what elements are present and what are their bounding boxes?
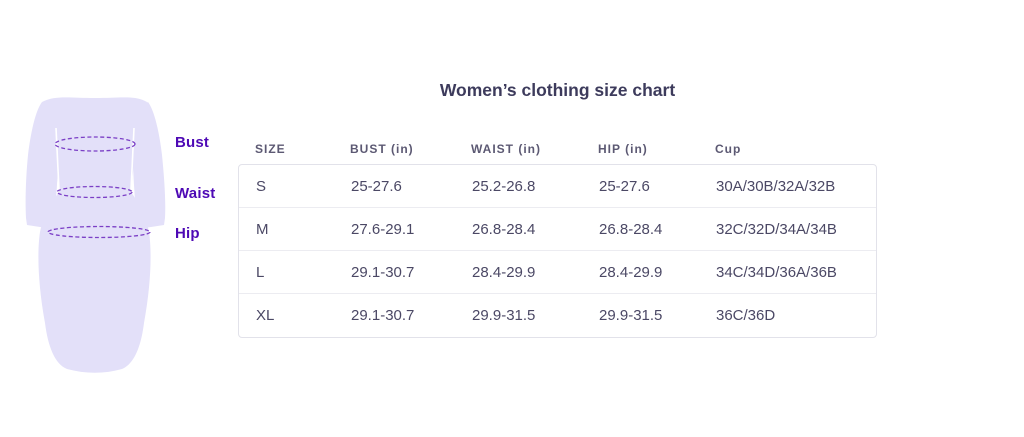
- cell-size: S: [256, 177, 267, 195]
- table-row-s: S 25-27.6 25.2-26.8 25-27.6 30A/30B/32A/…: [239, 165, 876, 208]
- cell-waist: 28.4-29.9: [472, 263, 536, 281]
- cell-hip: 28.4-29.9: [599, 263, 663, 281]
- page-title: Women’s clothing size chart: [439, 80, 676, 100]
- table-row-m: M 27.6-29.1 26.8-28.4 26.8-28.4 32C/32D/…: [239, 208, 876, 251]
- bust-measure-ellipse: [54, 136, 136, 152]
- cell-bust: 29.1-30.7: [351, 307, 415, 324]
- cell-cup: 30A/30B/32A/32B: [716, 177, 836, 195]
- size-table: SIZE BUST (in) WAIST (in) HIP (in) Cup S…: [238, 134, 877, 338]
- right-sleeve: [131, 102, 166, 229]
- cell-cup: 32C/32D/34A/34B: [716, 220, 837, 238]
- left-sleeve: [25, 102, 60, 229]
- table-body: S 25-27.6 25.2-26.8 25-27.6 30A/30B/32A/…: [238, 164, 877, 338]
- header-cell-bust: BUST (in): [350, 142, 414, 156]
- label-hip: Hip: [175, 225, 200, 242]
- cell-bust: 27.6-29.1: [351, 220, 415, 238]
- right-arm-gap: [130, 127, 135, 191]
- cell-size: L: [256, 263, 265, 281]
- cell-waist: 29.9-31.5: [472, 307, 536, 324]
- cell-bust: 29.1-30.7: [351, 263, 415, 281]
- cell-hip: 29.9-31.5: [599, 307, 663, 324]
- table-header-row: SIZE BUST (in) WAIST (in) HIP (in) Cup: [238, 134, 877, 164]
- header-cell-size: SIZE: [255, 142, 286, 156]
- cell-hip: 26.8-28.4: [599, 220, 663, 238]
- waist-measure-ellipse: [56, 185, 133, 199]
- label-bust: Bust: [175, 134, 210, 151]
- cell-cup: 36C/36D: [716, 307, 776, 324]
- hip-measure-ellipse: [47, 225, 151, 239]
- cell-bust: 25-27.6: [351, 177, 402, 195]
- label-waist: Waist: [175, 185, 216, 202]
- cell-size: XL: [256, 307, 275, 324]
- cell-waist: 26.8-28.4: [472, 220, 536, 238]
- cell-waist: 25.2-26.8: [472, 177, 536, 195]
- cell-cup: 34C/34D/36A/36B: [716, 263, 837, 281]
- header-cell-waist: WAIST (in): [471, 142, 541, 156]
- header-cell-cup: Cup: [715, 142, 742, 156]
- header-cell-hip: HIP (in): [598, 142, 648, 156]
- dress-body: [38, 97, 151, 373]
- table-row-l: L 29.1-30.7 28.4-29.9 28.4-29.9 34C/34D/…: [239, 251, 876, 294]
- left-arm-gap: [55, 127, 60, 191]
- cell-hip: 25-27.6: [599, 177, 650, 195]
- dress-illustration: [25, 97, 166, 373]
- cell-size: M: [256, 220, 269, 238]
- table-row-xl: XL 29.1-30.7 29.9-31.5 29.9-31.5 36C/36D: [239, 294, 876, 337]
